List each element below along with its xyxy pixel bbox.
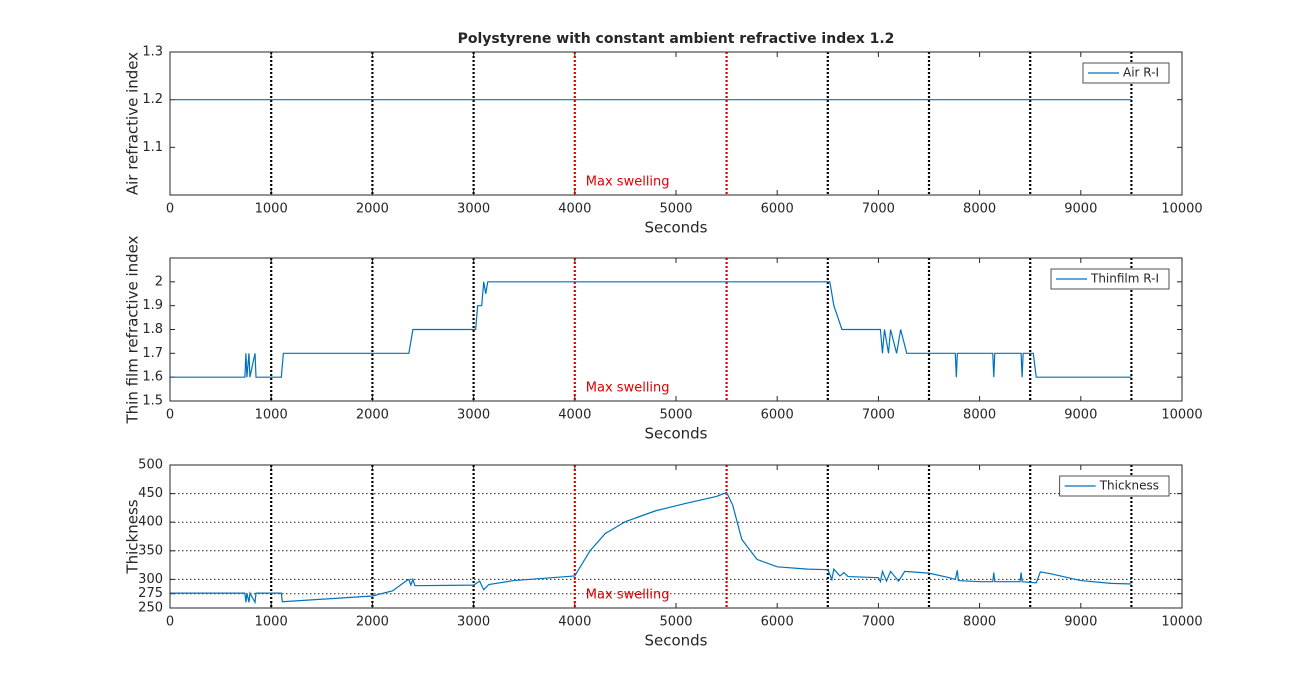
x-tick-label: 6000 [761,408,794,423]
x-tick-label: 7000 [862,615,895,630]
axes-box [169,464,1183,609]
axes-box [169,257,1183,402]
x-tick-label: 1000 [255,202,288,217]
x-tick-label: 4000 [558,202,591,217]
annotation: Max swelling [586,381,670,396]
data-line [170,281,1132,378]
x-tick-label: 0 [166,408,174,423]
legend-label: Thinfilm R-I [1090,272,1159,286]
x-tick-label: 6000 [761,202,794,217]
plot-area [170,465,1182,608]
y-tick-label: 300 [138,572,163,587]
x-tick-label: 2000 [356,202,389,217]
annotation: Max swelling [586,175,670,190]
legend-box [1059,475,1170,497]
legend-box [1050,268,1170,290]
x-axis-label: Seconds [644,219,707,237]
x-tick-label: 8000 [963,408,996,423]
y-tick-label: 450 [138,486,163,501]
x-tick-label: 0 [166,615,174,630]
y-tick-label: 1.3 [142,45,163,60]
x-tick-label: 3000 [457,408,490,423]
x-tick-label: 7000 [862,408,895,423]
y-tick-label: 1.8 [142,322,163,337]
y-tick-label: 1.5 [142,394,163,409]
x-axis-label: Seconds [644,632,707,650]
x-tick-label: 5000 [659,615,692,630]
x-tick-label: 4000 [558,408,591,423]
x-tick-label: 10000 [1161,202,1202,217]
legend: Thickness [1059,475,1170,497]
x-axis-label: Seconds [644,425,707,443]
y-tick-label: 500 [138,458,163,473]
x-tick-label: 3000 [457,615,490,630]
y-axis-label: Thickness [124,499,142,574]
annotation: Max swelling [586,588,670,603]
y-tick-label: 1.9 [142,298,163,313]
y-tick-label: 1.1 [142,140,163,155]
legend-box [1082,62,1170,84]
x-tick-label: 4000 [558,615,591,630]
y-tick-label: 2 [155,274,163,289]
y-tick-label: 1.6 [142,370,163,385]
x-tick-label: 7000 [862,202,895,217]
y-axis-label: Air refractive index [124,52,142,195]
x-tick-label: 8000 [963,615,996,630]
x-tick-label: 9000 [1064,408,1097,423]
y-tick-label: 350 [138,543,163,558]
x-tick-label: 2000 [356,615,389,630]
y-tick-label: 400 [138,515,163,530]
plot-area [170,52,1182,195]
data-line [170,491,1132,605]
x-tick-label: 10000 [1161,615,1202,630]
legend: Air R-I [1082,62,1170,84]
x-tick-label: 3000 [457,202,490,217]
y-tick-label: 1.7 [142,346,163,361]
x-tick-label: 9000 [1064,202,1097,217]
x-tick-label: 5000 [659,408,692,423]
legend-label: Air R-I [1123,66,1159,80]
x-tick-label: 8000 [963,202,996,217]
legend-label: Thickness [1099,479,1159,493]
x-tick-label: 10000 [1161,408,1202,423]
axes-box [169,51,1183,196]
x-tick-label: 1000 [255,408,288,423]
y-tick-label: 250 [138,601,163,616]
x-tick-label: 1000 [255,615,288,630]
legend: Thinfilm R-I [1050,268,1170,290]
y-axis-label: Thin film refractive index [124,235,142,424]
x-tick-label: 2000 [356,408,389,423]
x-tick-label: 5000 [659,202,692,217]
x-tick-label: 0 [166,202,174,217]
x-tick-label: 6000 [761,615,794,630]
chart-title: Polystyrene with constant ambient refrac… [458,31,895,47]
y-tick-label: 1.2 [142,92,163,107]
x-tick-label: 9000 [1064,615,1097,630]
y-tick-label: 275 [138,586,163,601]
